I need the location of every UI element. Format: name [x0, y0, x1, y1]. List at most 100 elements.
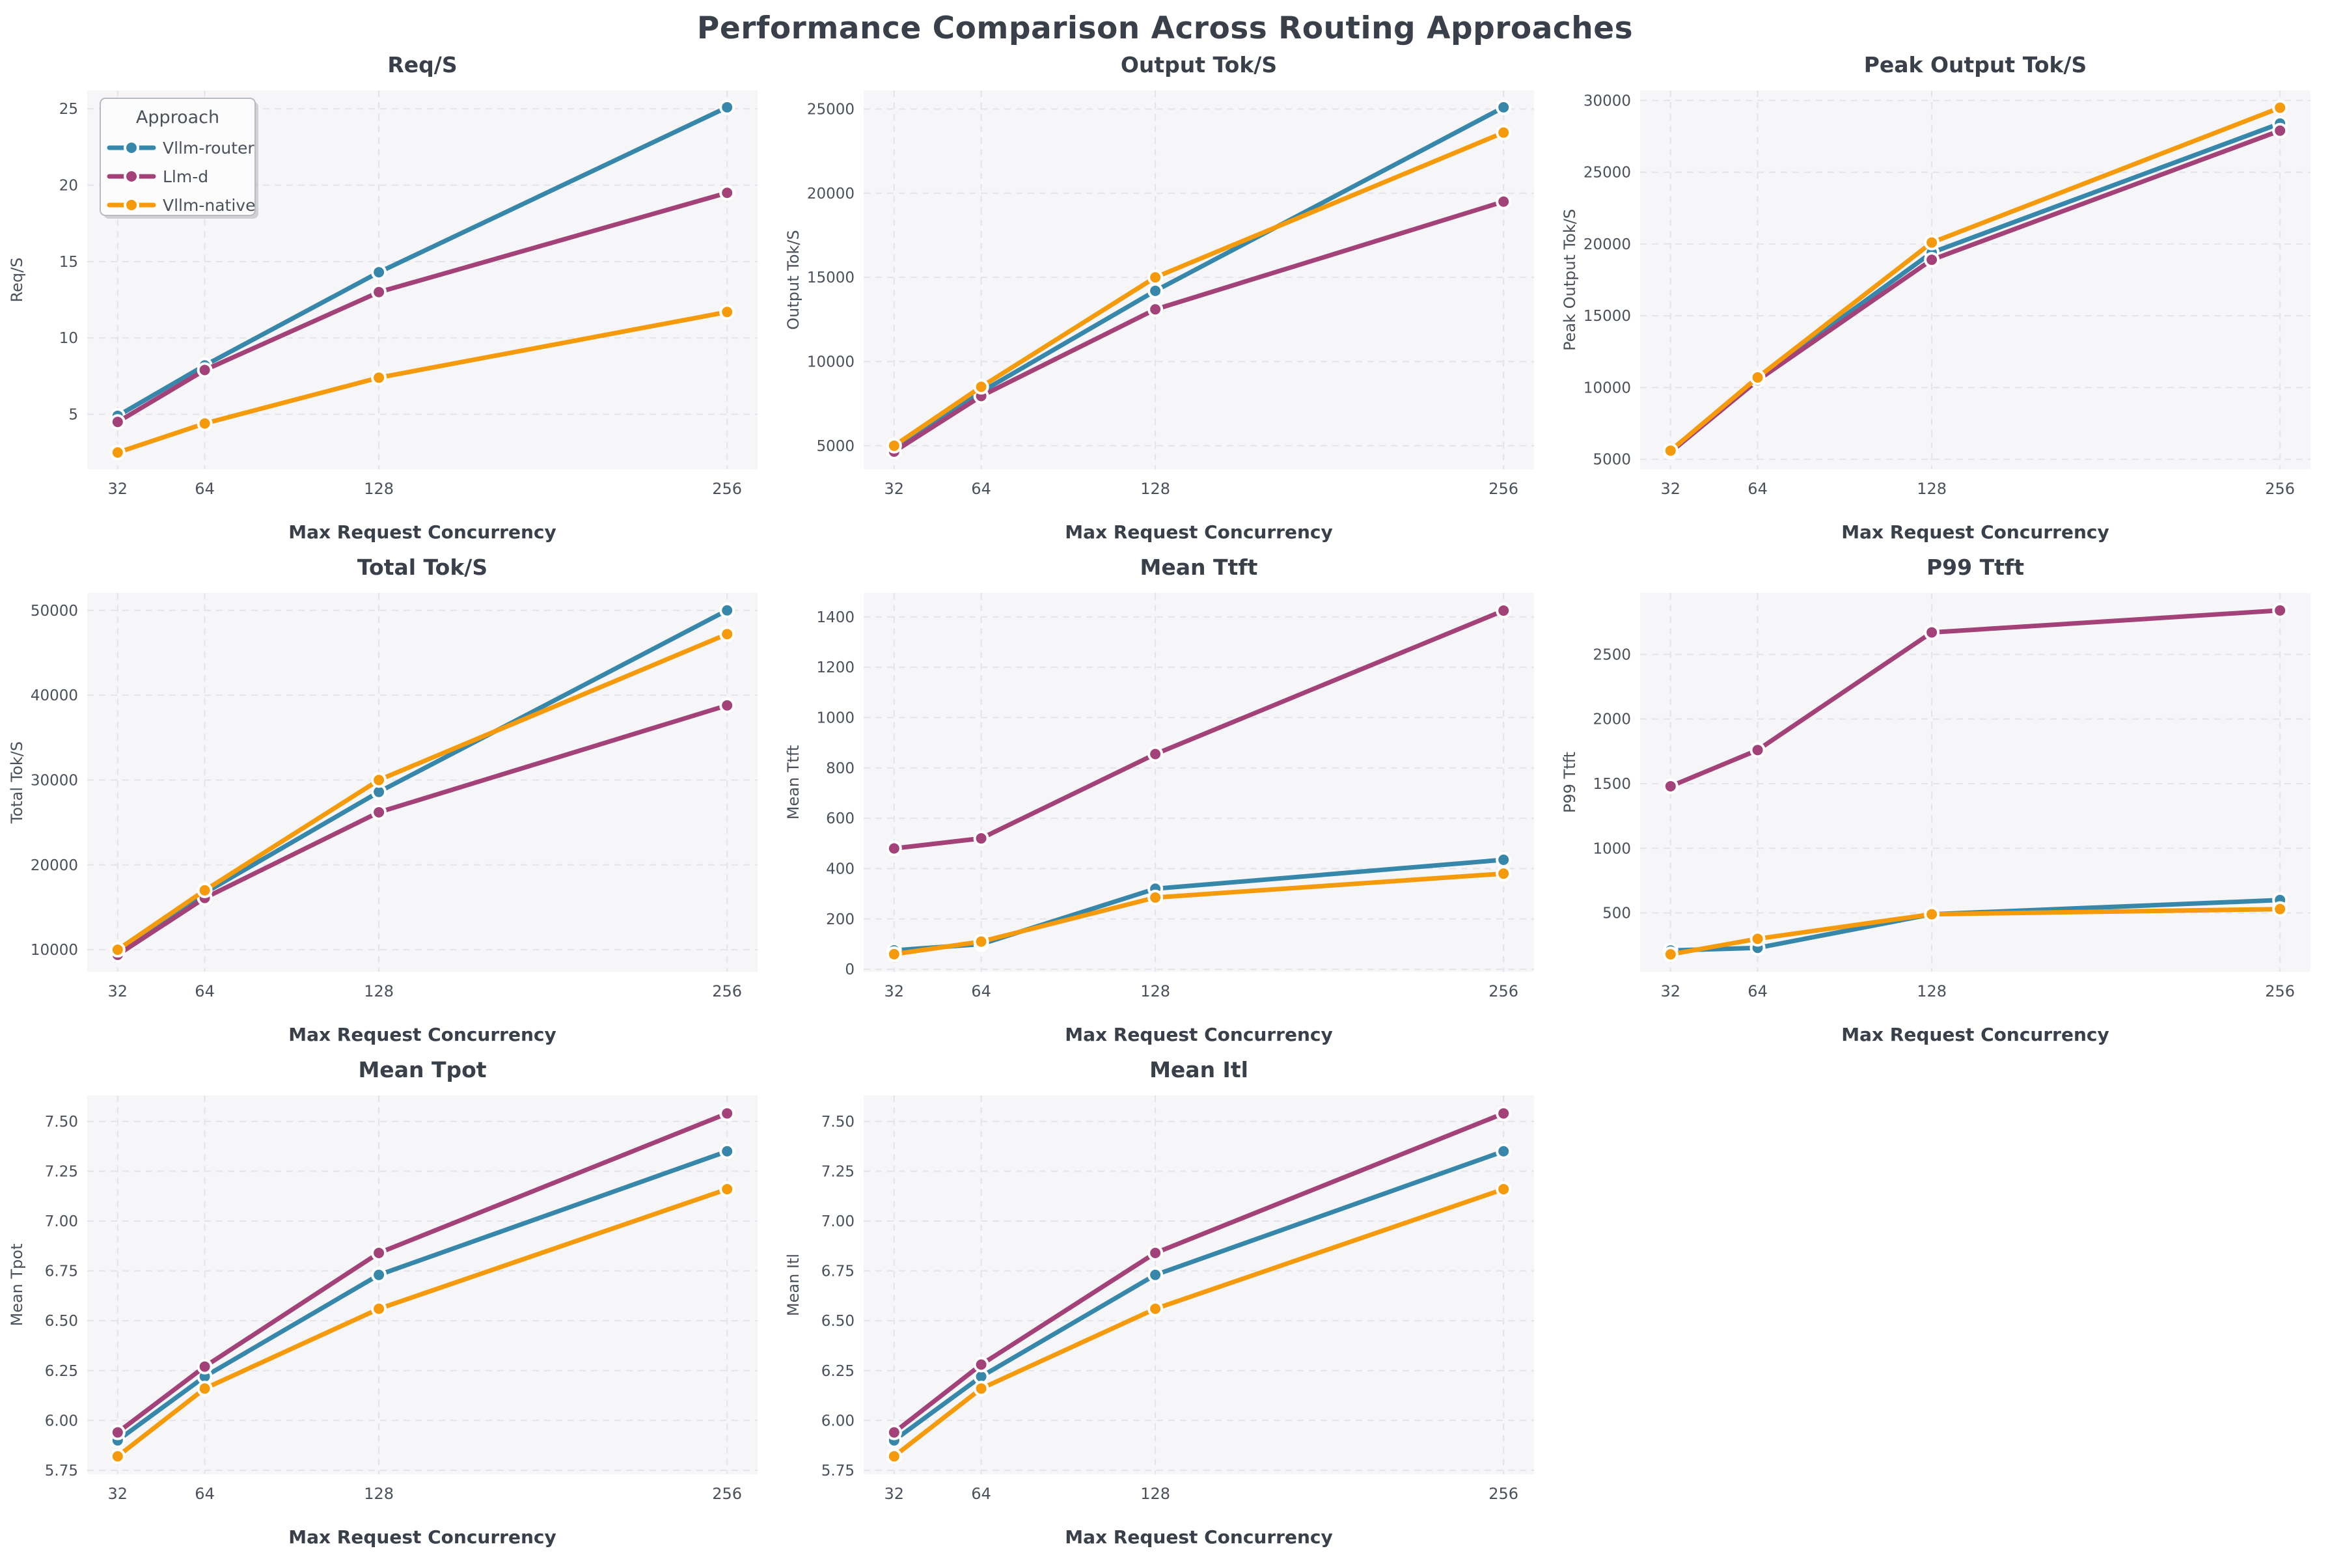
svg-text:64: 64	[1748, 480, 1768, 498]
data-point-marker	[109, 445, 126, 461]
svg-text:6.75: 6.75	[44, 1263, 77, 1280]
chart-mean-ttft: 0 200 400 600 800 1000 1200 1400 32 64 128 256 Mean …	[784, 555, 1534, 1045]
series-markers-llm-d	[109, 1105, 735, 1440]
svg-text:10000: 10000	[806, 354, 854, 371]
svg-text:32: 32	[107, 982, 128, 1000]
series-markers-vllm-native	[109, 304, 735, 461]
svg-text:256: 256	[712, 1485, 742, 1503]
data-point-marker	[1923, 906, 1939, 922]
data-point-marker	[109, 414, 126, 430]
legend-entry-llm-d: Llm-d	[107, 167, 208, 186]
svg-text:32: 32	[1660, 982, 1680, 1000]
data-point-marker	[2271, 100, 2288, 116]
svg-text:32: 32	[884, 982, 904, 1000]
svg-text:600: 600	[826, 810, 855, 827]
series-markers-vllm-native	[886, 1181, 1511, 1465]
svg-text:Max Request Concurrency: Max Request Concurrency	[288, 521, 556, 543]
svg-text:Total Tok/S: Total Tok/S	[357, 555, 487, 580]
legend-label: Vllm-router	[163, 139, 254, 158]
series-markers-vllm-native	[109, 1181, 735, 1465]
legend-marker	[123, 140, 139, 156]
y-tick-labels: 5.75 6.00 6.25 6.50 6.75 7.00 7.25 7.50	[44, 1114, 77, 1479]
series-markers-vllm-native	[109, 626, 735, 958]
svg-text:32: 32	[884, 480, 904, 498]
series-line-vllm-native	[115, 309, 730, 455]
data-point-marker	[109, 1424, 126, 1440]
plot-background	[863, 90, 1534, 469]
data-point-marker	[973, 933, 989, 950]
y-axis-label: Total Tok/S	[8, 741, 26, 824]
svg-text:800: 800	[826, 760, 855, 777]
svg-text:400: 400	[826, 860, 855, 877]
series-line-llm-d	[1667, 608, 2282, 789]
svg-text:256: 256	[2265, 982, 2295, 1000]
data-point-marker	[197, 362, 213, 378]
svg-text:128: 128	[364, 1485, 394, 1503]
svg-text:30000: 30000	[30, 772, 77, 789]
data-point-marker	[1749, 742, 1766, 758]
y-tick-labels: 0 200 400 600 800 1000 1200 1400	[816, 609, 855, 978]
svg-text:128: 128	[1917, 982, 1947, 1000]
svg-text:Max Request Concurrency: Max Request Concurrency	[1065, 1526, 1333, 1548]
legend-entry-vllm-router: Vllm-router	[107, 139, 254, 158]
data-point-marker	[2271, 901, 2288, 917]
charts-grid: 5 10 15 20 25 32 64 128 256 Req/S Max Request Conc…	[0, 49, 2330, 1556]
series-line-vllm-router	[1667, 898, 2282, 953]
svg-text:128: 128	[364, 982, 394, 1000]
data-point-marker	[109, 1448, 126, 1465]
svg-text:Mean Ttft: Mean Ttft	[1140, 555, 1257, 580]
gridlines	[863, 593, 1534, 972]
svg-text:50000: 50000	[30, 603, 77, 620]
data-point-marker	[719, 602, 735, 618]
svg-text:256: 256	[712, 982, 742, 1000]
data-point-marker	[370, 772, 387, 788]
svg-text:6.25: 6.25	[44, 1363, 77, 1380]
svg-text:64: 64	[971, 1485, 991, 1503]
svg-text:40000: 40000	[30, 687, 77, 704]
figure: Performance Comparison Across Routing Ap…	[0, 10, 2330, 1556]
x-tick-labels: 32 64 128 256	[1660, 982, 2295, 1000]
page-title: Performance Comparison Across Routing Ap…	[696, 10, 1634, 46]
data-point-marker	[1749, 369, 1766, 385]
data-point-marker	[370, 1267, 387, 1283]
chart-title: 5.75	[44, 1463, 77, 1479]
legend: Approach Vllm-router Llm-d Vllm-native	[99, 98, 258, 219]
data-point-marker	[973, 1381, 989, 1397]
series-line-vllm-native	[115, 1187, 730, 1459]
y-axis-label: Mean Tpot	[8, 1243, 26, 1326]
chart-peak-output-tok-s: 5000 10000 15000 20000 25000 30000 32 64 128 256 P…	[1561, 52, 2310, 543]
data-point-marker	[1147, 282, 1163, 299]
svg-text:2000: 2000	[1593, 711, 1631, 728]
series-line-vllm-native	[115, 631, 730, 952]
svg-text:7.00: 7.00	[821, 1213, 854, 1230]
svg-text:10000: 10000	[1583, 379, 1630, 396]
data-point-marker	[1147, 1300, 1163, 1317]
svg-text:64: 64	[971, 480, 991, 498]
data-point-marker	[1147, 1245, 1163, 1261]
series-markers-llm-d	[886, 603, 1511, 857]
chart-title: 500	[1602, 905, 1631, 922]
svg-text:15000: 15000	[1583, 308, 1630, 325]
series-line-llm-d	[891, 608, 1506, 851]
svg-text:200: 200	[826, 911, 855, 928]
chart-cell-output-tok-s: 5000 10000 15000 20000 25000 32 64 128 256 Output…	[776, 49, 1553, 551]
series-markers-vllm-native	[886, 866, 1511, 962]
y-axis-label: P99 Ttft	[1561, 752, 1579, 813]
svg-text:Req/S: Req/S	[387, 52, 457, 77]
chart-cell-peak-output-tok-s: 5000 10000 15000 20000 25000 30000 32 64 128 256 P…	[1553, 49, 2329, 551]
data-point-marker	[2271, 602, 2288, 618]
data-point-marker	[1495, 866, 1511, 882]
svg-text:25000: 25000	[1583, 165, 1630, 182]
svg-text:256: 256	[2265, 480, 2295, 498]
chart-cell-p99-ttft: 500 1000 1500 2000 2500 32 64 128 256 P99 Ttft Max…	[1553, 551, 2329, 1054]
svg-text:20000: 20000	[30, 857, 77, 874]
x-tick-labels: 32 64 128 256	[107, 480, 742, 498]
data-point-marker	[886, 1424, 902, 1440]
data-point-marker	[370, 1245, 387, 1261]
data-point-marker	[719, 1105, 735, 1121]
y-tick-labels: 5 10 15 20 25	[59, 101, 77, 423]
chart-cell-mean-itl: 5.75 6.00 6.25 6.50 6.75 7.00 7.25 7.50 32 64 128 2…	[776, 1054, 1553, 1556]
svg-text:15000: 15000	[806, 269, 854, 286]
series-line-vllm-native	[891, 130, 1506, 448]
svg-text:Max Request Concurrency: Max Request Concurrency	[288, 1024, 556, 1045]
